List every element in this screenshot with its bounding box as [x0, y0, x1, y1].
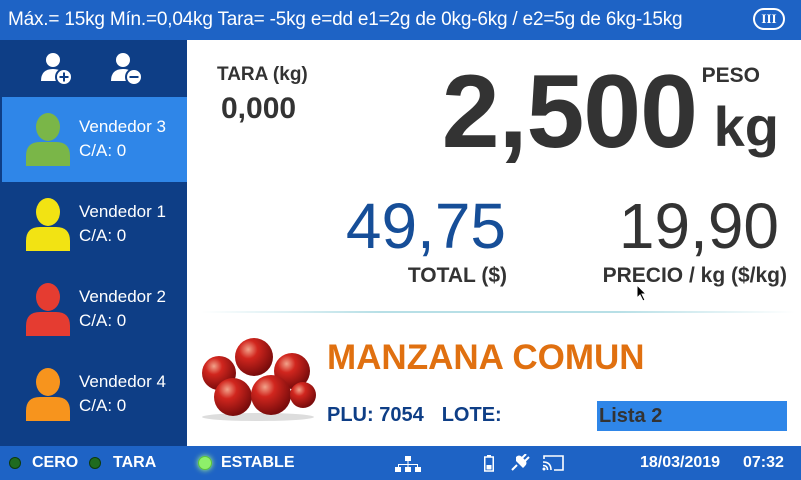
accuracy-class-badge: III	[753, 8, 785, 30]
person-icon	[26, 283, 70, 336]
battery-icon	[484, 455, 494, 472]
spec-bar: Máx.= 15kg Mín.=0,04kg Tara= -5kg e=dd e…	[0, 0, 801, 40]
scale-specification: Máx.= 15kg Mín.=0,04kg Tara= -5kg e=dd e…	[8, 9, 683, 30]
seller-item-vendedor-4[interactable]: Vendedor 4 C/A: 0	[2, 352, 187, 437]
seller-item-vendedor-2[interactable]: Vendedor 2 C/A: 0	[2, 267, 187, 352]
weight-label: PESO	[701, 64, 760, 87]
tara-value: 0,000	[221, 92, 297, 125]
user-remove-icon	[111, 53, 143, 86]
product-image	[202, 338, 316, 421]
date-display: 18/03/2019	[640, 454, 721, 471]
cero-label: CERO	[32, 454, 79, 471]
remove-seller-button[interactable]	[110, 51, 144, 87]
seller-name: Vendedor 1	[79, 202, 166, 221]
person-icon	[26, 368, 70, 421]
tara-label: TARA (kg)	[217, 64, 308, 85]
divider	[201, 311, 795, 313]
total-label: TOTAL ($)	[407, 264, 507, 287]
seller-ca: C/A: 0	[79, 311, 127, 330]
seller-name: Vendedor 2	[79, 287, 166, 306]
status-bar: CERO TARA ESTABLE 18/03/2019 07:32	[0, 446, 801, 480]
seller-ca: C/A: 0	[79, 396, 127, 415]
weighing-display: TARA (kg) 0,000 2,500 PESO kg 49,75 TOTA…	[187, 40, 801, 446]
seller-name: Vendedor 4	[79, 372, 166, 391]
weight-unit: kg	[713, 95, 779, 158]
person-icon	[26, 113, 70, 166]
seller-ca: C/A: 0	[79, 141, 127, 160]
product-name: MANZANA COMUN	[327, 338, 645, 377]
seller-name: Vendedor 3	[79, 117, 166, 136]
seller-sidebar: Vendedor 3 C/A: 0 Vendedor 1 C/A: 0 Vend…	[0, 40, 187, 446]
unit-price-value: 19,90	[618, 190, 779, 262]
user-add-icon	[41, 53, 73, 86]
tara-status-label: TARA	[113, 454, 157, 471]
unit-price-label: PRECIO / kg ($/kg)	[602, 264, 787, 287]
network-icon	[395, 456, 421, 472]
seller-tools	[0, 40, 187, 97]
lote-label: LOTE:	[441, 404, 502, 426]
seller-ca: C/A: 0	[79, 226, 127, 245]
add-seller-button[interactable]	[40, 51, 74, 87]
stable-label: ESTABLE	[221, 454, 295, 471]
price-list-selector[interactable]: Lista 2	[597, 401, 787, 431]
seller-item-vendedor-1[interactable]: Vendedor 1 C/A: 0	[2, 182, 187, 267]
power-plug-icon	[511, 454, 530, 471]
weight-value: 2,500	[441, 54, 698, 170]
product-codes: PLU: 7054 LOTE:	[327, 404, 502, 427]
person-icon	[26, 198, 70, 251]
cast-icon	[542, 455, 564, 471]
cero-indicator-led	[9, 457, 21, 469]
stable-indicator-led	[198, 456, 212, 470]
total-value: 49,75	[345, 190, 506, 262]
seller-item-vendedor-3[interactable]: Vendedor 3 C/A: 0	[2, 97, 187, 182]
plu-code: PLU: 7054	[327, 404, 424, 426]
tara-indicator-led	[89, 457, 101, 469]
time-display: 07:32	[743, 454, 784, 471]
mouse-cursor-icon	[636, 284, 648, 302]
